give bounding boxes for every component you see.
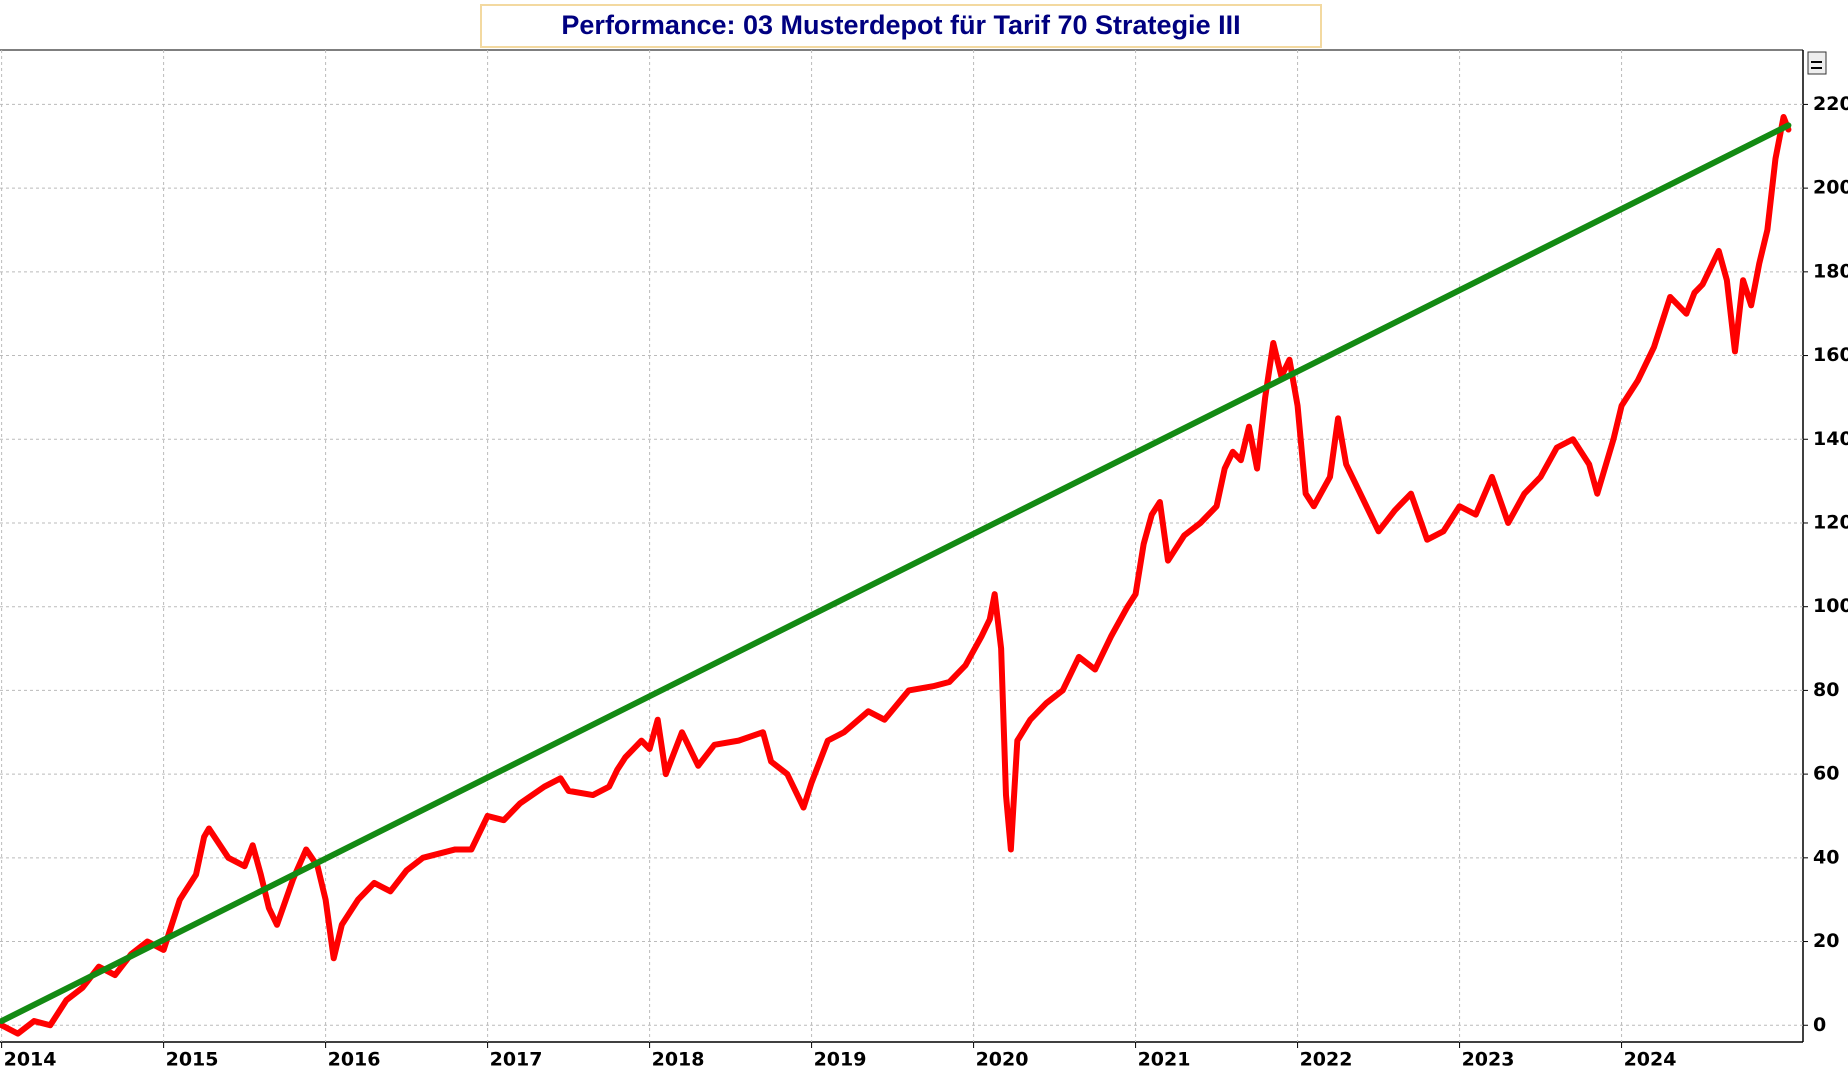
x-tick-label: 2021 xyxy=(1138,1049,1191,1071)
x-tick-label: 2015 xyxy=(166,1049,219,1071)
y-tick-label: 20 xyxy=(1813,930,1839,952)
y-tick-label: 200 xyxy=(1813,177,1848,199)
y-tick-label: 0 xyxy=(1813,1014,1826,1036)
y-tick-label: 160 xyxy=(1813,344,1848,366)
line-series xyxy=(0,113,1792,1037)
x-tick-label: 2023 xyxy=(1462,1049,1515,1071)
y-tick-label: 100 xyxy=(1813,595,1848,617)
y-tick-label: 80 xyxy=(1813,679,1839,701)
y-tick-label: 40 xyxy=(1813,846,1839,868)
x-tick-label: 2020 xyxy=(976,1049,1029,1071)
y-tick-label: 180 xyxy=(1813,260,1848,282)
x-tick-label: 2022 xyxy=(1300,1049,1353,1071)
x-tick-label: 2014 xyxy=(4,1049,57,1071)
x-tick-label: 2024 xyxy=(1624,1049,1677,1071)
y-tick-label: 120 xyxy=(1813,511,1848,533)
x-tick-label: 2019 xyxy=(814,1049,867,1071)
title-box xyxy=(480,4,1322,48)
line-series xyxy=(0,122,1792,1025)
y-tick-label: 60 xyxy=(1813,763,1839,785)
x-tick-label: 2017 xyxy=(490,1049,543,1071)
x-tick-label: 2016 xyxy=(328,1049,381,1071)
x-tick-label: 2018 xyxy=(652,1049,705,1071)
y-tick-label: 220 xyxy=(1813,93,1848,115)
chart-title: Performance: 03 Musterdepot für Tarif 70… xyxy=(561,10,1240,40)
y-tick-label: 140 xyxy=(1813,428,1848,450)
